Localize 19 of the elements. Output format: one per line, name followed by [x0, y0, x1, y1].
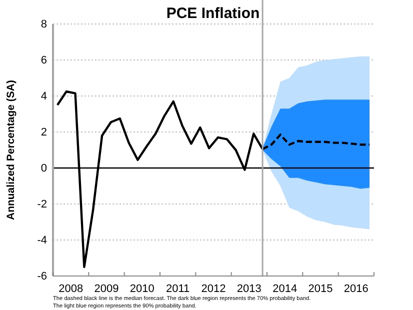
y-tick-label: -2 — [37, 198, 47, 211]
x-tick-label: 2015 — [308, 282, 333, 295]
x-tick-label: 2014 — [272, 282, 298, 295]
y-tick-label: -4 — [37, 234, 47, 247]
y-axis-title: Annualized Percentage (SA) — [5, 80, 17, 220]
x-tick-label: 2008 — [58, 282, 84, 295]
chart-title: PCE Inflation — [166, 5, 260, 22]
y-tick-label: 4 — [40, 90, 47, 103]
y-tick-label: 0 — [40, 162, 47, 175]
x-tick-label: 2010 — [130, 282, 154, 295]
x-tick-label: 2016 — [344, 282, 368, 295]
x-tick-label: 2011 — [166, 282, 190, 295]
x-tick-label: 2009 — [94, 282, 119, 295]
y-tick-label: 8 — [40, 18, 47, 31]
y-tick-label: 2 — [40, 126, 47, 139]
y-tick-label: 6 — [40, 54, 47, 67]
x-tick-label: 2013 — [236, 282, 262, 295]
x-tick-label: 2012 — [201, 282, 226, 295]
y-tick-label: -6 — [37, 270, 47, 283]
